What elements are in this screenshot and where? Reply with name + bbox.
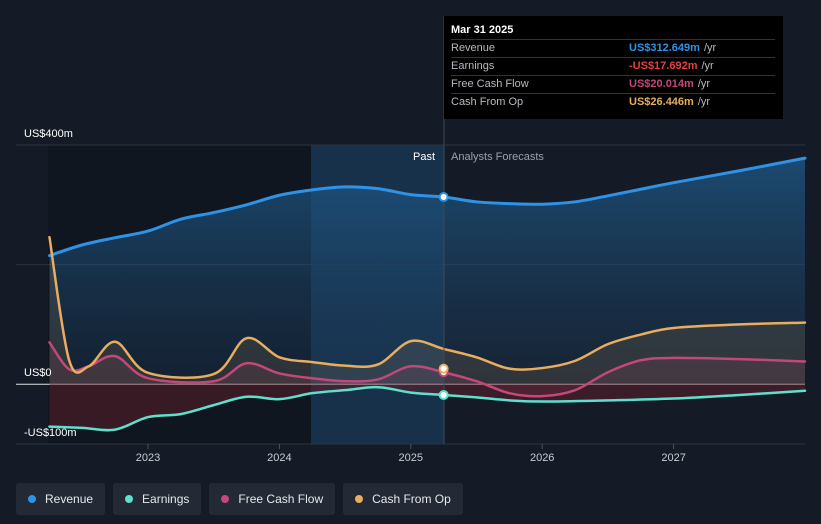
legend-label: Earnings: [142, 492, 190, 506]
y-axis-label: US$400m: [24, 128, 73, 140]
tooltip-label: Earnings: [451, 60, 495, 72]
earnings-line: [48, 385, 807, 432]
tooltip-date: Mar 31 2025: [451, 24, 514, 36]
legend-label: Free Cash Flow: [238, 492, 324, 506]
y-axis-label: -US$100m: [24, 427, 77, 439]
y-axis-labels: US$400m US$0 -US$100m: [24, 128, 77, 439]
tooltip-value: US$312.649m: [629, 42, 700, 54]
legend-dot-icon: [355, 495, 364, 503]
tooltip-unit: /yr: [701, 60, 714, 72]
legend-earnings-button[interactable]: Earnings: [113, 483, 202, 515]
tooltip-unit: /yr: [697, 96, 711, 108]
legend-dot-icon: [221, 495, 230, 503]
legend-label: Revenue: [45, 492, 94, 506]
series-lines: [47, 156, 807, 432]
legend-cash-from-op-button[interactable]: Cash From Op: [343, 483, 463, 515]
highlight-point: [438, 389, 449, 400]
tooltip: Mar 31 2025 Revenue US$312.649m/yr Earning…: [444, 16, 783, 119]
x-tick-label: 2025: [399, 452, 423, 464]
tooltip-value: US$20.014m: [629, 78, 694, 90]
x-tick-label: 2023: [136, 452, 160, 464]
highlight-markers: [438, 192, 449, 400]
x-tick-label: 2024: [267, 452, 291, 464]
x-axis-ticks: 2023 2024 2025 2026 2027: [136, 444, 686, 464]
series-area: [49, 342, 805, 397]
x-tick-label: 2027: [661, 452, 685, 464]
tooltip-row: Cash From Op US$26.446m/yr: [451, 93, 775, 111]
legend-dot-icon: [28, 495, 36, 503]
legend-free-cash-flow-button[interactable]: Free Cash Flow: [209, 483, 336, 515]
tooltip-value: US$26.446m: [629, 96, 694, 108]
legend-revenue-button[interactable]: Revenue: [16, 483, 106, 515]
highlight-point: [438, 192, 449, 203]
tooltip-label: Free Cash Flow: [451, 78, 529, 90]
legend-label: Cash From Op: [372, 492, 451, 506]
y-axis-label: US$0: [24, 367, 52, 379]
tooltip-unit: /yr: [697, 78, 711, 90]
revenue-area: [49, 158, 805, 385]
tooltip-row: Earnings -US$17.692m/yr: [451, 57, 775, 75]
x-tick-label: 2026: [530, 452, 554, 464]
revenue-line: [47, 156, 807, 258]
tooltip-label: Cash From Op: [451, 96, 524, 108]
cash-from-op-line: [48, 235, 807, 379]
highlight-point: [438, 363, 449, 374]
tooltip-row: Revenue US$312.649m/yr: [451, 39, 775, 57]
earnings-area: [49, 384, 805, 431]
tooltip-label: Revenue: [451, 42, 496, 54]
tooltip-row: Free Cash Flow US$20.014m/yr: [451, 75, 775, 93]
legend: Revenue Earnings Free Cash Flow Cash From O…: [16, 483, 463, 515]
tooltip-value: -US$17.692m: [629, 60, 698, 72]
free-cash-flow-line: [48, 341, 807, 398]
tooltip-unit: /yr: [703, 42, 717, 54]
past-label: Past: [413, 151, 435, 163]
legend-dot-icon: [125, 495, 134, 503]
forecast-label: Analysts Forecasts: [451, 151, 544, 163]
